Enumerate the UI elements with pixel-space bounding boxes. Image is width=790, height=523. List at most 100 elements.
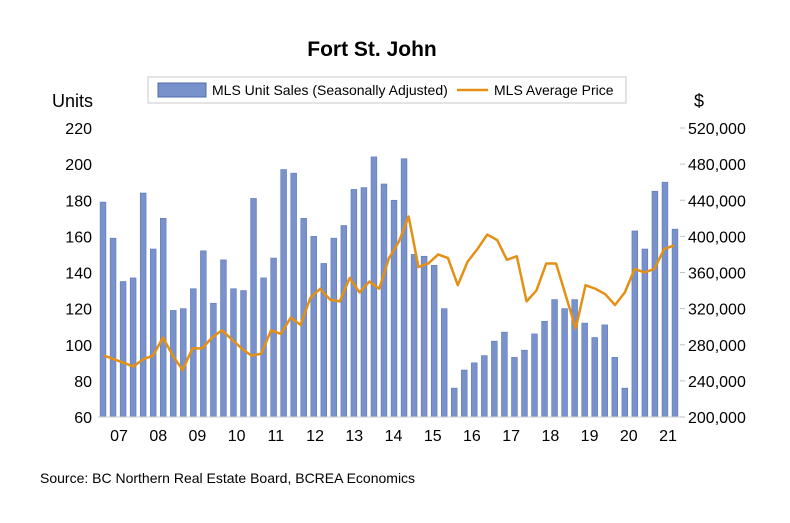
sales-bar bbox=[641, 248, 649, 418]
sales-bar bbox=[330, 237, 338, 418]
legend: MLS Unit Sales (Seasonally Adjusted) MLS… bbox=[147, 76, 627, 104]
sales-bar bbox=[601, 324, 608, 418]
sales-bar bbox=[160, 218, 167, 418]
right-axis-label: $ bbox=[694, 91, 704, 111]
sales-bar bbox=[481, 355, 488, 418]
sales-bar bbox=[430, 264, 438, 418]
x-tick-label: 21 bbox=[659, 428, 677, 445]
sales-bar bbox=[611, 357, 618, 418]
sales-bar bbox=[651, 190, 659, 418]
sales-bar bbox=[671, 228, 679, 418]
x-tick-label: 20 bbox=[620, 428, 638, 445]
sales-bar bbox=[501, 331, 508, 418]
x-tick-label: 08 bbox=[149, 428, 167, 445]
sales-bar bbox=[170, 310, 177, 418]
sales-bar bbox=[220, 259, 227, 418]
right-tick-label: 400,000 bbox=[688, 229, 746, 246]
sales-bar bbox=[210, 302, 217, 418]
sales-bar bbox=[119, 281, 127, 418]
left-tick-label: 80 bbox=[74, 374, 92, 391]
sales-bar bbox=[471, 362, 478, 418]
x-tick-label: 10 bbox=[228, 428, 246, 445]
sales-bar bbox=[511, 357, 518, 418]
left-axis-label: Units bbox=[52, 91, 93, 111]
right-tick-label: 200,000 bbox=[688, 410, 746, 427]
left-axis-ticks: 220 200 180 160 140 120 100 80 60 bbox=[65, 121, 92, 427]
sales-bar bbox=[250, 198, 257, 418]
left-tick-label: 180 bbox=[65, 193, 92, 210]
sales-bar bbox=[320, 263, 327, 418]
price-line bbox=[103, 215, 675, 372]
sales-bar bbox=[491, 340, 498, 418]
sales-bar bbox=[139, 192, 147, 418]
sales-bar bbox=[380, 183, 388, 418]
sales-bar bbox=[350, 189, 358, 418]
legend-line-label: MLS Average Price bbox=[494, 82, 614, 98]
left-tick-label: 60 bbox=[74, 410, 92, 427]
left-tick-label: 220 bbox=[65, 121, 92, 138]
sales-bar bbox=[230, 288, 237, 418]
sales-bar bbox=[451, 387, 458, 418]
x-axis-ticks: 07 08 09 10 11 12 13 14 15 16 17 18 19 20 21 bbox=[110, 428, 677, 445]
right-tick-label: 240,000 bbox=[688, 374, 746, 391]
legend-box bbox=[147, 76, 627, 104]
legend-bar-label: MLS Unit Sales (Seasonally Adjusted) bbox=[212, 82, 448, 98]
sales-bar bbox=[420, 255, 428, 418]
x-tick-label: 17 bbox=[502, 428, 520, 445]
left-tick-label: 160 bbox=[65, 229, 92, 246]
sales-bar bbox=[541, 320, 548, 418]
left-tick-label: 120 bbox=[65, 302, 92, 319]
sales-bar bbox=[410, 254, 418, 418]
left-tick-label: 140 bbox=[65, 266, 92, 283]
sales-bar bbox=[621, 387, 629, 418]
sales-bar bbox=[280, 169, 287, 418]
sales-bar bbox=[310, 236, 317, 418]
x-tick-label: 18 bbox=[541, 428, 559, 445]
sales-bar bbox=[631, 230, 639, 418]
sales-bar bbox=[129, 277, 137, 418]
left-tick-label: 200 bbox=[65, 157, 92, 174]
x-tick-label: 15 bbox=[424, 428, 442, 445]
sales-bar bbox=[109, 237, 117, 418]
sales-bar bbox=[531, 333, 538, 418]
x-tick-label: 19 bbox=[581, 428, 599, 445]
sales-bar bbox=[99, 201, 107, 418]
x-tick-label: 14 bbox=[385, 428, 403, 445]
sales-bar bbox=[661, 181, 669, 418]
x-tick-label: 09 bbox=[189, 428, 207, 445]
sales-bar bbox=[340, 225, 348, 418]
sales-bar bbox=[561, 308, 568, 418]
right-tick-label: 320,000 bbox=[688, 302, 746, 319]
right-tick-label: 360,000 bbox=[688, 266, 746, 283]
sales-bar bbox=[591, 337, 598, 418]
bar-series bbox=[99, 156, 679, 418]
sales-bar bbox=[360, 187, 368, 418]
sales-bar bbox=[440, 308, 448, 418]
right-tick-label: 480,000 bbox=[688, 157, 746, 174]
x-tick-label: 16 bbox=[463, 428, 481, 445]
right-tick-label: 280,000 bbox=[688, 338, 746, 355]
right-tick-label: 520,000 bbox=[688, 121, 746, 138]
x-tick-label: 12 bbox=[306, 428, 324, 445]
sales-bar bbox=[240, 290, 247, 418]
x-tick-label: 11 bbox=[268, 428, 285, 445]
x-tick-label: 13 bbox=[345, 428, 363, 445]
source-note: Source: BC Northern Real Estate Board, B… bbox=[40, 470, 415, 486]
sales-bar bbox=[461, 369, 468, 418]
sales-bar bbox=[521, 349, 528, 418]
right-axis-ticks: 520,000 480,000 440,000 400,000 360,000 320,0… bbox=[680, 121, 746, 427]
sales-bar bbox=[270, 257, 277, 418]
legend-bar-swatch bbox=[157, 82, 207, 98]
chart-title: Fort St. John bbox=[307, 38, 437, 61]
right-tick-label: 440,000 bbox=[688, 193, 746, 210]
sales-bar bbox=[581, 322, 588, 418]
sales-bar bbox=[290, 172, 297, 418]
sales-bar bbox=[400, 158, 408, 418]
sales-bar bbox=[200, 250, 207, 418]
x-tick-label: 07 bbox=[110, 428, 128, 445]
left-tick-label: 100 bbox=[65, 338, 92, 355]
sales-bar bbox=[149, 248, 157, 418]
sales-bar bbox=[390, 199, 398, 418]
sales-bar bbox=[551, 299, 558, 418]
